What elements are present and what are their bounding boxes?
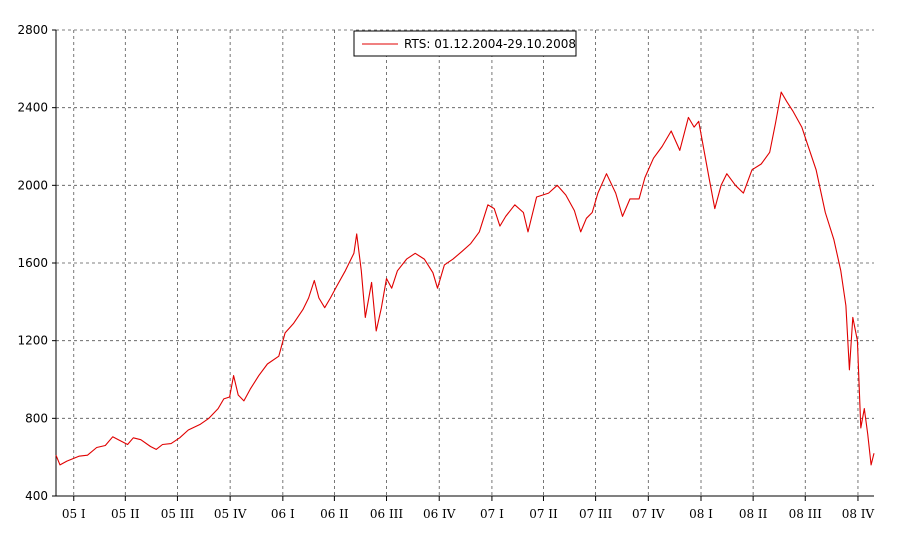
legend-label: RTS: 01.12.2004-29.10.2008 xyxy=(404,37,576,51)
x-tick-label: 07 II xyxy=(529,507,558,521)
y-axis-ticks: 400 800 1200 1600 2000 2400 2800 xyxy=(17,23,56,503)
y-tick-label: 2800 xyxy=(17,23,48,37)
x-tick-label: 08 III xyxy=(789,507,823,521)
y-tick-label: 400 xyxy=(25,489,48,503)
y-tick-label: 1600 xyxy=(17,256,48,270)
legend: RTS: 01.12.2004-29.10.2008 xyxy=(353,30,577,57)
y-tick-label: 2000 xyxy=(17,178,48,192)
x-axis-ticks: 05 I 05 II 05 III 05 IV 06 I 06 II 06 III 06 IV… xyxy=(62,496,875,521)
x-tick-label: 06 IV xyxy=(423,507,456,521)
y-tick-label: 800 xyxy=(25,411,48,425)
x-tick-label: 05 II xyxy=(111,507,140,521)
x-tick-label: 08 II xyxy=(739,507,768,521)
x-tick-label: 05 I xyxy=(62,507,86,521)
x-tick-label: 08 I xyxy=(689,507,713,521)
x-tick-label: 07 I xyxy=(480,507,504,521)
x-tick-label: 05 IV xyxy=(214,507,247,521)
series-layer xyxy=(55,91,875,466)
y-tick-label: 2400 xyxy=(17,101,48,115)
y-tick-label: 1200 xyxy=(17,334,48,348)
series-line-rts xyxy=(55,91,875,466)
x-tick-label: 08 IV xyxy=(842,507,875,521)
x-tick-label: 07 III xyxy=(579,507,613,521)
x-tick-label: 06 II xyxy=(320,507,349,521)
x-tick-label: 05 III xyxy=(161,507,195,521)
grid-lines xyxy=(56,29,874,496)
x-tick-label: 06 III xyxy=(370,507,404,521)
x-tick-label: 07 IV xyxy=(632,507,665,521)
x-tick-label: 06 I xyxy=(271,507,295,521)
